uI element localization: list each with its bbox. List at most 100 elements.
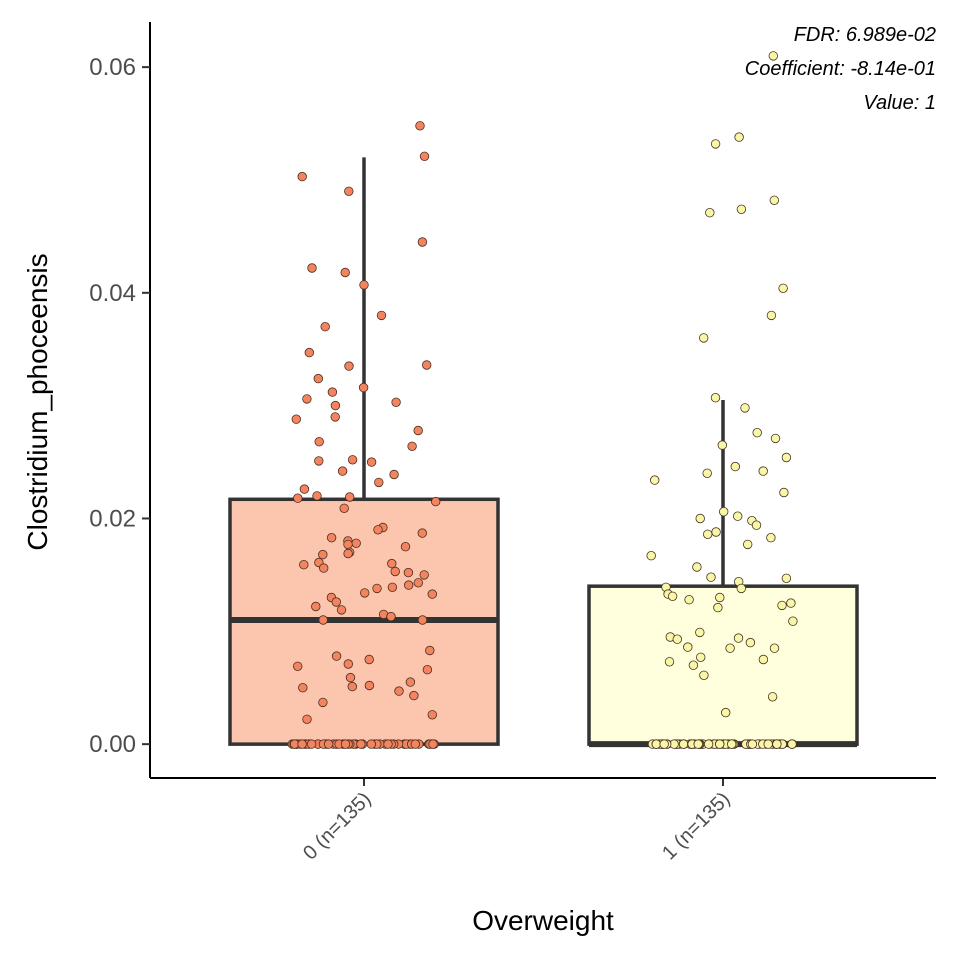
group-1-point-37 — [667, 591, 678, 602]
group-1-point-39 — [684, 595, 694, 605]
group-1-point-15 — [730, 461, 741, 472]
group-1-point-131 — [747, 739, 758, 749]
group-1-point-22 — [695, 513, 705, 524]
group-1-point-129 — [693, 739, 703, 749]
group-1-point-127 — [651, 739, 662, 749]
group-0-point-2 — [297, 171, 307, 182]
group-0-point-132 — [428, 739, 438, 749]
group-0-point-34 — [431, 496, 441, 507]
group-0-point-12 — [344, 361, 354, 371]
group-0-point-4 — [417, 237, 428, 247]
group-1-point-27 — [766, 533, 776, 543]
annotation-fdr: FDR: 6.989e-02 — [794, 24, 936, 46]
group-0-point-19 — [330, 412, 340, 422]
group-1-point-18 — [650, 475, 660, 485]
group-1-point-7 — [766, 310, 777, 321]
group-0-point-22 — [314, 437, 324, 447]
annotation-coefficient: Coefficient: -8.14e-01 — [745, 58, 936, 80]
group-1-point-80 — [787, 739, 797, 749]
group-0-point-17 — [391, 397, 401, 408]
y-tick-label-0: 0.00 — [89, 731, 136, 758]
group-1-point-0 — [768, 51, 779, 61]
group-0-point-14 — [358, 382, 369, 393]
group-0-point-80 — [409, 690, 419, 701]
group-1-point-52 — [696, 652, 706, 663]
group-0-point-76 — [364, 680, 375, 691]
group-0-point-53 — [419, 570, 429, 580]
group-1-point-44 — [695, 627, 705, 638]
group-1-point-17 — [702, 468, 712, 479]
group-0-point-122 — [383, 739, 393, 749]
group-1-box — [587, 584, 859, 746]
x-axis: 0 (n=135) 1 (n=135) — [150, 777, 936, 864]
group-0-point-20 — [291, 414, 302, 424]
group-0-point-18 — [330, 400, 341, 411]
group-0-point-74 — [345, 672, 356, 683]
group-0-point-9 — [320, 322, 330, 332]
group-1-x-tick-label: 1 (n=135) — [658, 788, 734, 864]
group-1-point-46 — [733, 633, 744, 643]
group-0-point-81 — [318, 697, 328, 708]
x-axis-title: Overweight — [472, 905, 614, 936]
group-0-point-133 — [366, 739, 377, 749]
group-1-point-49 — [683, 642, 693, 652]
group-0-point-13 — [313, 373, 324, 384]
y-tick-label-1: 0.02 — [89, 505, 136, 532]
group-1-point-125 — [727, 739, 737, 749]
group-1-point-9 — [710, 393, 721, 403]
group-0-point-57 — [372, 583, 382, 594]
group-0-point-131 — [323, 739, 334, 749]
group-0-point-77 — [347, 681, 358, 692]
group-0-point-24 — [347, 455, 358, 465]
annotation-value: Value: 1 — [863, 92, 936, 114]
group-1-point-31 — [706, 572, 716, 582]
y-axis: 0.00 0.02 0.04 0.06 — [89, 22, 151, 778]
group-1-point-16 — [758, 466, 768, 476]
group-0-point-11 — [422, 360, 432, 370]
y-tick-label-3: 0.06 — [89, 54, 136, 81]
group-0-point-65 — [386, 611, 396, 622]
group-0-point-43 — [400, 542, 411, 552]
group-0-point-46 — [318, 549, 328, 560]
group-0-point-54 — [413, 578, 424, 588]
group-0-point-31 — [312, 491, 322, 501]
group-1-point-55 — [688, 660, 699, 670]
group-1-point-24 — [751, 520, 762, 530]
group-0-point-79 — [394, 686, 404, 696]
group-0-point-15 — [327, 387, 338, 397]
group-0-point-32 — [345, 492, 355, 502]
group-0-point-29 — [374, 477, 384, 488]
group-0-point-3 — [344, 186, 354, 197]
group-0-point-59 — [427, 589, 438, 599]
group-1-point-21 — [733, 511, 743, 521]
group-0-point-23 — [407, 441, 417, 452]
group-0-point-1 — [419, 151, 430, 162]
group-1-point-133 — [703, 739, 714, 749]
plot-area — [228, 51, 859, 749]
group-1-point-14 — [781, 452, 792, 463]
group-1-point-26 — [703, 529, 713, 540]
group-0-point-83 — [302, 714, 312, 725]
group-0-point-37 — [373, 525, 383, 535]
group-1-point-132 — [772, 739, 782, 749]
group-0-point-67 — [417, 615, 428, 625]
group-0-point-30 — [299, 484, 310, 494]
group-0-point-61 — [331, 597, 342, 607]
group-0-point-49 — [299, 560, 309, 570]
group-1-point-2 — [710, 139, 721, 149]
group-1-point-4 — [736, 204, 747, 215]
group-0-point-39 — [326, 533, 337, 543]
y-axis-title: Clostridium_phoceensis — [22, 253, 53, 550]
group-1-point-11 — [752, 428, 762, 438]
group-1-point-47 — [672, 634, 683, 644]
group-1-point-53 — [758, 654, 769, 665]
group-0-point-78 — [298, 683, 308, 693]
group-1-point-5 — [705, 207, 715, 218]
group-1-point-3 — [769, 195, 780, 206]
group-0-point-0 — [415, 121, 425, 131]
group-0-point-35 — [339, 503, 349, 514]
group-0-point-48 — [387, 558, 397, 569]
group-0-point-27 — [337, 466, 348, 476]
group-0-point-28 — [389, 469, 399, 480]
group-0-point-73 — [422, 665, 433, 675]
